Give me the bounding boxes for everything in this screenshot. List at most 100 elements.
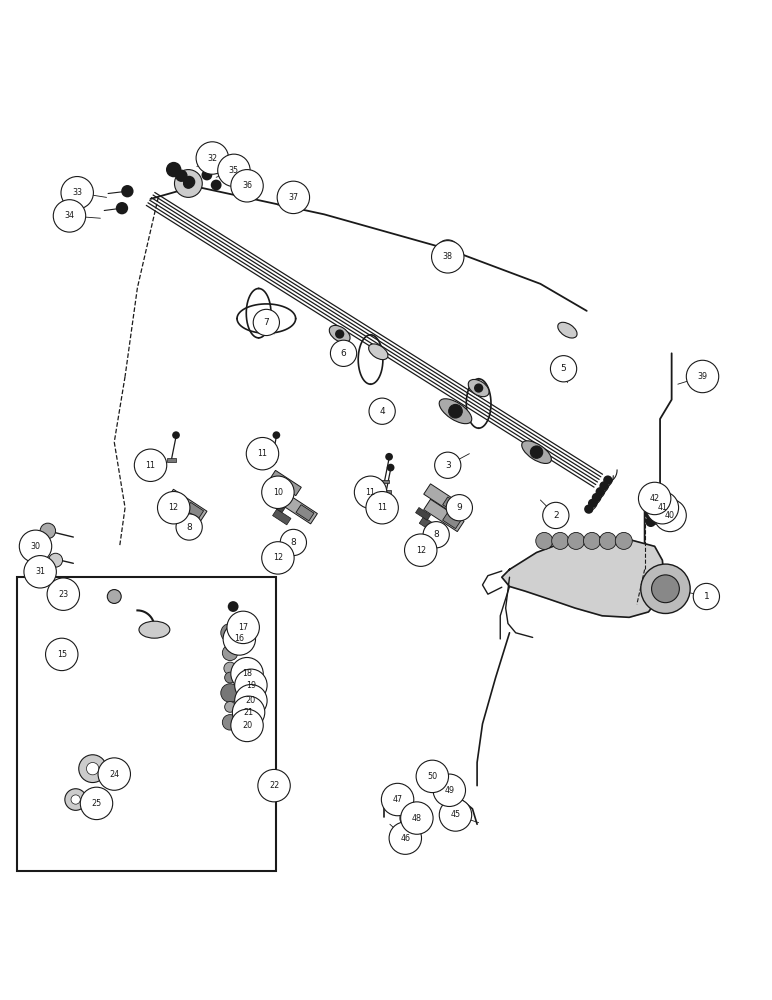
Bar	[162, 507, 181, 523]
Circle shape	[686, 360, 719, 393]
Circle shape	[416, 760, 449, 793]
Circle shape	[588, 499, 598, 508]
Bar	[185, 502, 204, 519]
Bar	[647, 498, 658, 518]
Circle shape	[552, 532, 569, 549]
Text: 16: 16	[235, 634, 244, 643]
Text: 50: 50	[427, 772, 438, 781]
Text: 8: 8	[186, 523, 192, 532]
Circle shape	[403, 812, 415, 824]
Circle shape	[432, 241, 464, 273]
Text: 36: 36	[242, 181, 252, 190]
Text: 21: 21	[243, 708, 254, 717]
Ellipse shape	[469, 379, 489, 397]
Text: 18: 18	[242, 669, 252, 678]
Circle shape	[401, 802, 433, 834]
Circle shape	[221, 624, 239, 642]
Bar	[167, 458, 176, 462]
Circle shape	[262, 476, 294, 508]
Circle shape	[232, 696, 265, 729]
Circle shape	[166, 162, 181, 177]
Circle shape	[423, 761, 438, 776]
Circle shape	[405, 534, 437, 566]
Circle shape	[24, 556, 56, 588]
Circle shape	[172, 431, 180, 439]
Text: 41: 41	[658, 503, 667, 512]
Circle shape	[434, 776, 449, 792]
Circle shape	[474, 383, 483, 393]
Circle shape	[584, 532, 601, 549]
Text: 22: 22	[269, 781, 279, 790]
Circle shape	[183, 176, 195, 188]
Circle shape	[550, 356, 577, 382]
Bar	[442, 512, 461, 529]
Text: 39: 39	[697, 372, 708, 381]
Bar	[161, 499, 176, 512]
Circle shape	[645, 516, 656, 527]
Text: 11: 11	[146, 461, 155, 470]
Text: 23: 23	[58, 590, 69, 599]
Text: 2: 2	[553, 511, 559, 520]
Bar	[424, 499, 464, 532]
Circle shape	[223, 623, 256, 655]
Bar	[648, 509, 657, 525]
Circle shape	[536, 532, 553, 549]
Circle shape	[201, 170, 212, 180]
Circle shape	[642, 500, 655, 512]
Circle shape	[231, 170, 263, 202]
Bar	[270, 470, 301, 496]
Text: 49: 49	[444, 786, 455, 795]
Text: 24: 24	[109, 770, 120, 779]
Circle shape	[227, 611, 259, 644]
Circle shape	[65, 789, 86, 810]
Text: 11: 11	[258, 449, 267, 458]
Circle shape	[222, 715, 238, 730]
Circle shape	[107, 590, 121, 603]
Circle shape	[400, 809, 418, 827]
Circle shape	[446, 495, 472, 521]
Text: 5: 5	[560, 364, 567, 373]
Circle shape	[46, 638, 78, 671]
Circle shape	[693, 583, 720, 610]
Bar	[167, 489, 207, 522]
Circle shape	[387, 464, 394, 471]
Circle shape	[369, 398, 395, 424]
Text: 40: 40	[665, 511, 675, 520]
Text: 42: 42	[649, 494, 660, 503]
Circle shape	[253, 309, 279, 336]
Circle shape	[116, 202, 128, 214]
Circle shape	[246, 437, 279, 470]
Bar	[442, 497, 461, 513]
Circle shape	[443, 247, 452, 256]
Circle shape	[641, 564, 690, 613]
Circle shape	[211, 180, 222, 190]
Circle shape	[86, 762, 99, 775]
Circle shape	[423, 522, 449, 548]
Bar	[277, 492, 317, 524]
Bar	[419, 517, 438, 533]
Text: 33: 33	[73, 188, 82, 197]
Text: 20: 20	[245, 696, 256, 705]
Text: 6: 6	[340, 349, 347, 358]
Circle shape	[157, 492, 190, 524]
Circle shape	[599, 532, 616, 549]
Text: 12: 12	[415, 546, 426, 555]
Bar	[424, 484, 464, 516]
Text: 45: 45	[450, 810, 461, 819]
Text: 11: 11	[366, 488, 375, 497]
Text: 7: 7	[263, 318, 269, 327]
Circle shape	[381, 783, 414, 816]
Circle shape	[196, 142, 229, 174]
Circle shape	[652, 575, 679, 603]
Circle shape	[49, 553, 63, 567]
Circle shape	[218, 154, 250, 187]
Circle shape	[134, 449, 167, 481]
Circle shape	[354, 476, 387, 508]
Ellipse shape	[439, 399, 472, 424]
Circle shape	[176, 514, 202, 540]
Circle shape	[449, 404, 462, 418]
Circle shape	[231, 709, 263, 742]
Bar	[267, 458, 276, 462]
Circle shape	[433, 774, 466, 806]
Circle shape	[98, 758, 130, 790]
